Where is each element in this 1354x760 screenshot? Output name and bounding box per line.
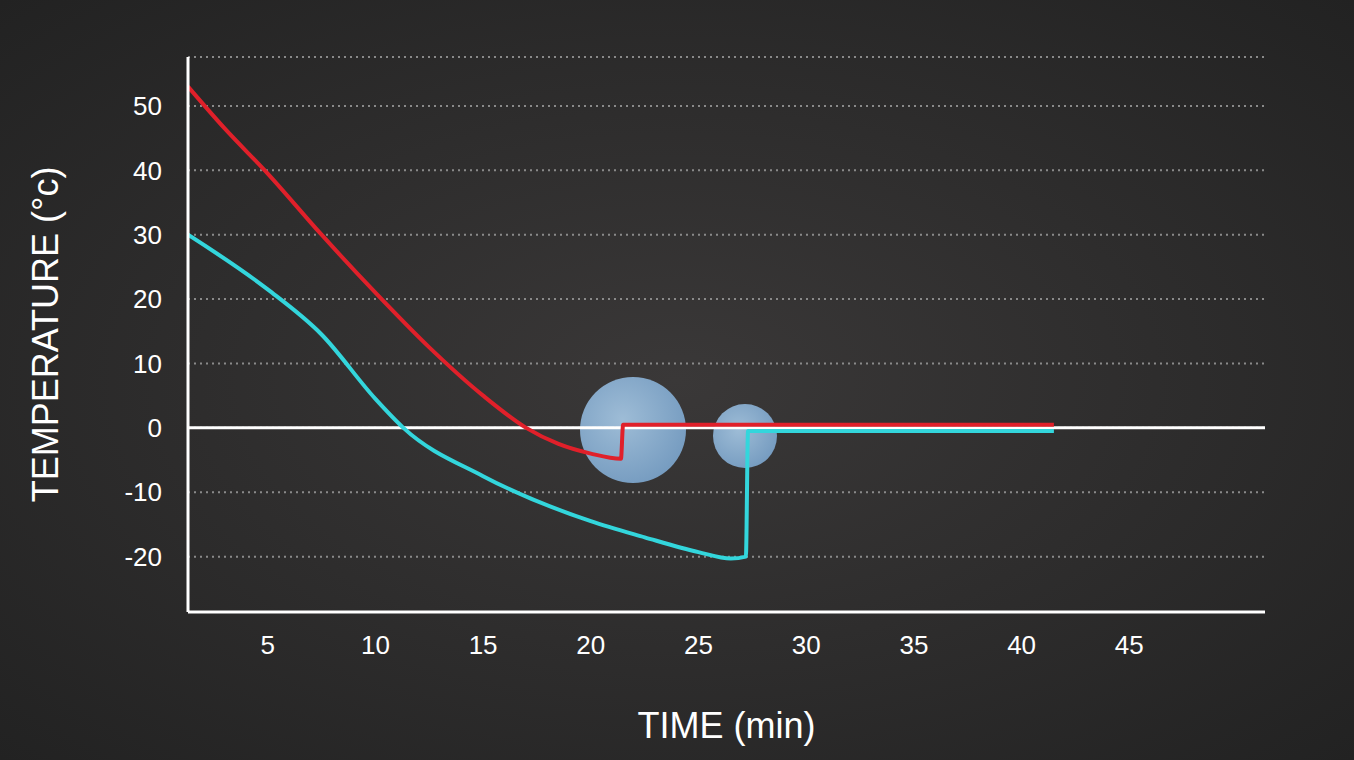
svg-text:10: 10: [133, 349, 162, 379]
svg-text:TEMPERATURE (°c): TEMPERATURE (°c): [25, 167, 66, 503]
svg-text:25: 25: [684, 630, 713, 660]
svg-text:40: 40: [133, 156, 162, 186]
svg-text:20: 20: [133, 284, 162, 314]
svg-text:20: 20: [576, 630, 605, 660]
svg-text:50: 50: [133, 91, 162, 121]
svg-text:TIME (min): TIME (min): [638, 705, 816, 746]
svg-text:5: 5: [260, 630, 274, 660]
svg-text:-20: -20: [124, 542, 162, 572]
svg-text:30: 30: [133, 220, 162, 250]
svg-text:30: 30: [792, 630, 821, 660]
svg-text:45: 45: [1115, 630, 1144, 660]
svg-text:10: 10: [361, 630, 390, 660]
svg-text:-10: -10: [124, 477, 162, 507]
svg-text:35: 35: [899, 630, 928, 660]
svg-text:15: 15: [469, 630, 498, 660]
svg-text:40: 40: [1007, 630, 1036, 660]
svg-text:0: 0: [148, 413, 162, 443]
